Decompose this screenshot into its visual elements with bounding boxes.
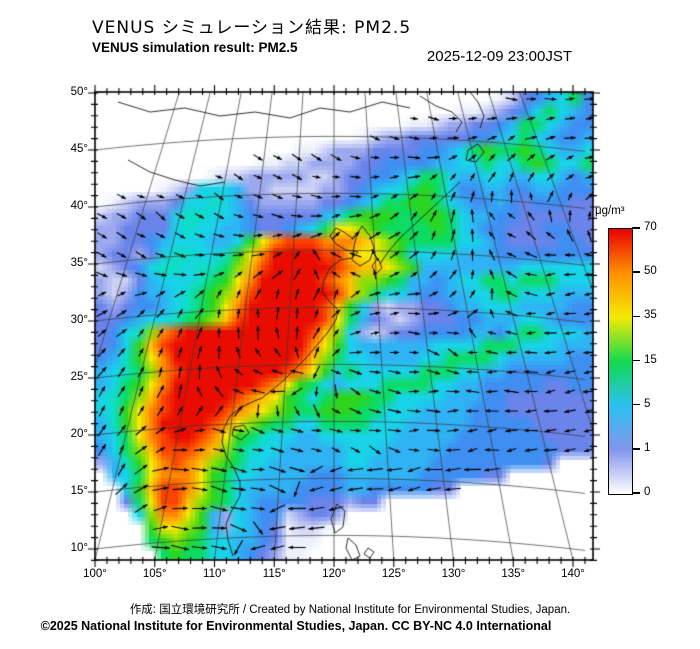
lon-tick-label: 140° [561, 568, 585, 580]
colorbar [608, 228, 633, 495]
lat-tick-label: 25° [70, 371, 88, 383]
colorbar-tick-label: 35 [644, 309, 657, 322]
page-title-japanese: VENUS シミュレーション結果: PM2.5 [92, 18, 412, 38]
lon-tick-label: 100° [83, 568, 107, 580]
colorbar-tick-mark [632, 403, 640, 406]
lon-tick-label: 110° [203, 568, 226, 580]
colorbar-tick-mark [632, 448, 640, 450]
lon-tick-label: 115° [262, 568, 286, 580]
colorbar-tick-label: 15 [644, 353, 657, 366]
lat-tick-label: 40° [70, 200, 88, 212]
lon-tick-label: 125° [381, 568, 406, 580]
lat-tick-label: 50° [70, 86, 88, 98]
colorbar-tick-mark [632, 492, 640, 494]
copyright-line: ©2025 National Institute for Environment… [40, 619, 552, 633]
colorbar-tick-label: 50 [644, 265, 657, 278]
lon-tick-label: 120° [322, 568, 346, 580]
lat-tick-label: 30° [70, 314, 88, 326]
colorbar-unit-label: μg/m³ [595, 205, 625, 217]
lat-tick-label: 20° [70, 428, 88, 440]
colorbar-tick-mark [632, 227, 640, 229]
lon-tick-label: 130° [441, 568, 466, 580]
colorbar-tick-mark [632, 271, 640, 273]
timestamp: 2025-12-09 23:00JST [426, 48, 572, 65]
lon-tick-label: 135° [501, 568, 526, 580]
attribution-line: 作成: 国立環境研究所 / Created by National Instit… [129, 604, 571, 616]
lon-tick-label: 105° [142, 568, 167, 580]
lat-tick-label: 45° [70, 143, 88, 155]
colorbar-tick-label: 0 [644, 486, 651, 499]
colorbar-tick-label: 70 [644, 221, 657, 233]
colorbar-tick-mark [632, 359, 640, 362]
colorbar-tick-label: 1 [644, 441, 651, 454]
colorbar-tick-label: 5 [644, 397, 651, 410]
lat-tick-label: 35° [70, 257, 88, 269]
lat-tick-label: 10° [70, 542, 88, 554]
page-title-english: VENUS simulation result: PM2.5 [92, 40, 298, 55]
colorbar-tick-mark [632, 315, 640, 318]
lat-tick-label: 15° [70, 485, 88, 497]
